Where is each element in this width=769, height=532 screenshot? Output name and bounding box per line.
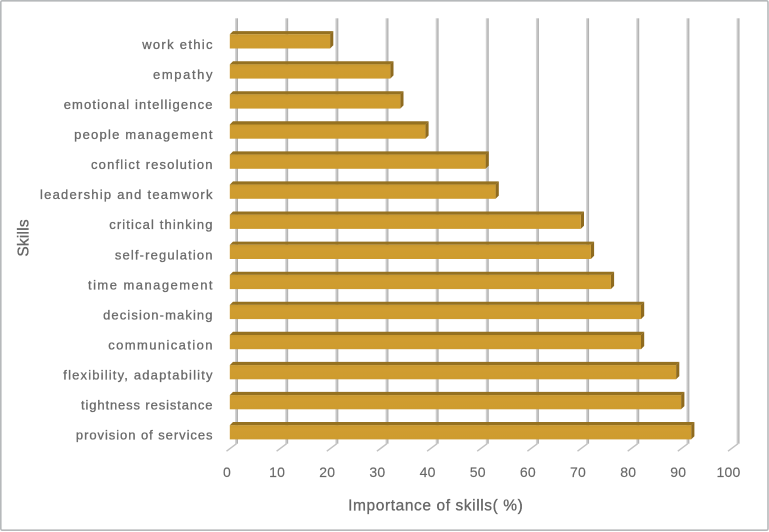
svg-text:communication: communication [108,338,212,353]
svg-text:people management: people management [74,127,213,142]
svg-text:leadership and teamwork: leadership and teamwork [40,187,213,202]
svg-text:30: 30 [369,464,385,480]
svg-text:provision of services: provision of services [76,428,213,443]
svg-text:decision-making: decision-making [103,307,212,322]
svg-text:100: 100 [717,464,741,480]
svg-text:Skills: Skills [16,219,33,257]
svg-text:0: 0 [223,464,231,480]
svg-text:20: 20 [319,464,335,480]
svg-text:70: 70 [570,464,586,480]
svg-text:critical thinking: critical thinking [109,217,212,232]
svg-text:80: 80 [620,464,636,480]
svg-text:50: 50 [470,464,486,480]
svg-text:emotional intelligence: emotional intelligence [64,97,213,112]
svg-text:empathy: empathy [153,67,213,82]
svg-text:tightness resistance: tightness resistance [81,398,213,413]
svg-text:60: 60 [520,464,536,480]
svg-text:flexibility, adaptability: flexibility, adaptability [63,368,213,383]
svg-text:work ethic: work ethic [141,37,213,52]
svg-text:Importance of skills( %): Importance of skills( %) [348,498,523,515]
svg-text:10: 10 [269,464,285,480]
svg-text:conflict resolution: conflict resolution [91,157,213,172]
svg-text:40: 40 [420,464,436,480]
svg-text:time management: time management [88,277,213,292]
svg-text:90: 90 [670,464,686,480]
svg-text:self-regulation: self-regulation [115,247,213,262]
